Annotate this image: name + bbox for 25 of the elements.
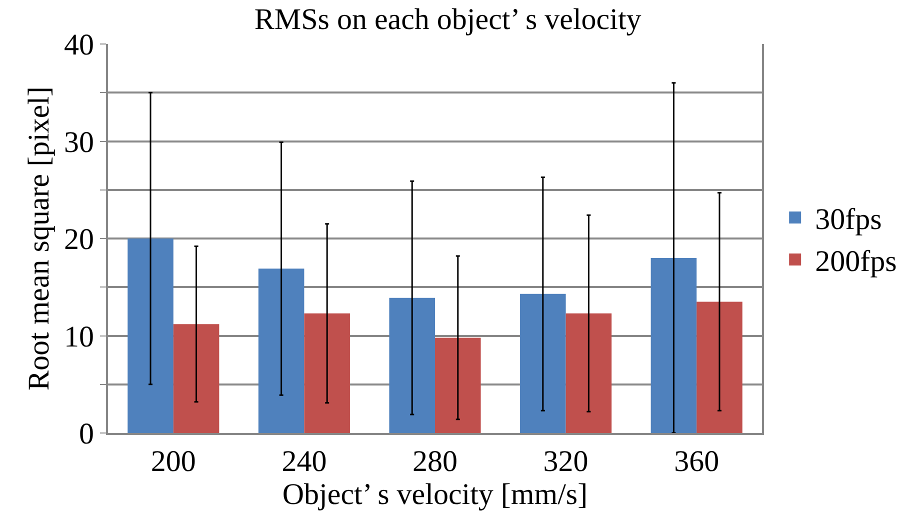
legend-label: 30fps: [815, 203, 882, 236]
bar: [696, 302, 742, 433]
y-tick-label: 30: [64, 126, 94, 159]
x-tick-label: 240: [282, 445, 327, 478]
bar: [566, 313, 612, 433]
y-tick-label: 0: [79, 418, 94, 450]
x-tick-label: 200: [150, 445, 196, 478]
y-tick-label: 20: [64, 223, 94, 256]
bar: [520, 294, 566, 433]
bar: [389, 298, 435, 433]
y-tick-label: 10: [64, 320, 94, 354]
bar: [650, 258, 697, 433]
x-axis-title: Object’ s velocity [mm/s]: [282, 478, 588, 511]
bar: [128, 238, 174, 433]
bar: [173, 324, 220, 433]
y-axis-title: Root mean square [pixel]: [22, 86, 56, 391]
bar: [304, 313, 350, 433]
y-tick-label: 40: [64, 28, 94, 62]
x-tick-label: 280: [412, 445, 458, 478]
x-tick-label: 360: [674, 445, 720, 478]
bar: [435, 338, 481, 433]
x-tick-label: 320: [543, 445, 588, 478]
chart-title: RMSs on each object’ s velocity: [254, 2, 642, 36]
legend-label: 200fps: [815, 245, 897, 278]
bar: [258, 268, 304, 433]
